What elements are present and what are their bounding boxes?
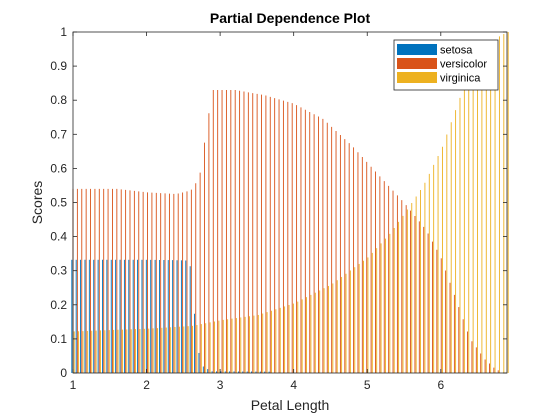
y-tick-label: 0.9 bbox=[50, 59, 67, 73]
legend-swatch-virginica bbox=[397, 72, 437, 83]
y-axis-label: Scores bbox=[29, 181, 45, 225]
x-tick-label: 2 bbox=[143, 378, 150, 392]
plot-area bbox=[71, 32, 509, 373]
y-axis: 0 0.1 0.2 0.3 0.4 0.5 0.6 0.7 0.8 0.9 1 bbox=[50, 25, 507, 380]
x-tick-label: 4 bbox=[290, 378, 297, 392]
y-tick-label: 0.2 bbox=[50, 298, 67, 312]
x-tick-label: 5 bbox=[364, 378, 371, 392]
legend-label-setosa: setosa bbox=[440, 45, 473, 57]
y-tick-label: 0.7 bbox=[50, 127, 67, 141]
y-tick-label: 0 bbox=[60, 366, 67, 380]
legend-swatch-setosa bbox=[397, 44, 437, 55]
y-tick-label: 0.4 bbox=[50, 230, 67, 244]
y-tick-label: 1 bbox=[60, 25, 67, 39]
x-tick-label: 6 bbox=[437, 378, 444, 392]
y-tick-label: 0.6 bbox=[50, 161, 67, 175]
series-setosa bbox=[71, 259, 270, 373]
legend-swatch-versicolor bbox=[397, 58, 437, 69]
legend-label-versicolor: versicolor bbox=[440, 59, 487, 71]
legend-label-virginica: virginica bbox=[440, 73, 481, 85]
series-virginica bbox=[73, 32, 509, 373]
chart-title: Partial Dependence Plot bbox=[210, 10, 371, 26]
y-tick-label: 0.8 bbox=[50, 93, 67, 107]
x-tick-label: 1 bbox=[70, 378, 77, 392]
y-tick-label: 0.3 bbox=[50, 264, 67, 278]
y-tick-label: 0.5 bbox=[50, 196, 67, 210]
series-versicolor bbox=[72, 89, 499, 373]
y-tick-label: 0.1 bbox=[50, 332, 67, 346]
x-axis-label: Petal Length bbox=[251, 397, 330, 413]
legend: setosa versicolor virginica bbox=[393, 39, 499, 91]
x-tick-label: 3 bbox=[217, 378, 224, 392]
x-axis: 1 2 3 4 5 6 bbox=[70, 32, 444, 392]
